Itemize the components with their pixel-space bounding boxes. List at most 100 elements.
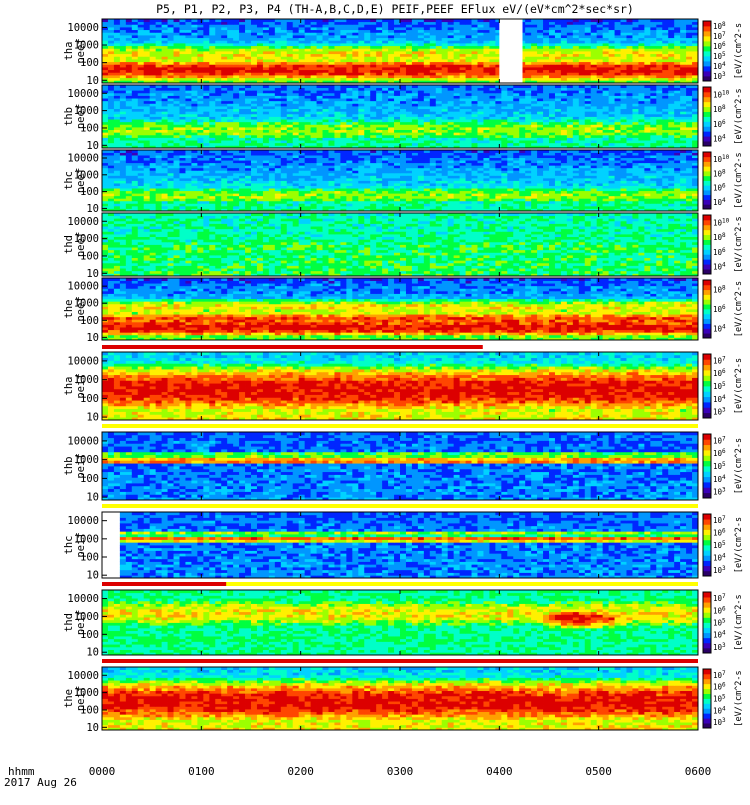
heatmap-cell (400, 51, 406, 54)
heatmap-cell (257, 40, 263, 43)
heatmap-cell (120, 38, 126, 41)
heatmap-cell (120, 48, 126, 51)
heatmap-cell (185, 46, 191, 49)
heatmap-cell (251, 75, 257, 78)
heatmap-cell (638, 54, 644, 57)
heatmap-cell (227, 35, 233, 38)
heatmap-cell (591, 38, 597, 41)
heatmap-cell (299, 51, 305, 54)
heatmap-cell (621, 62, 627, 65)
heatmap-cell (388, 75, 394, 78)
heatmap-cell (239, 38, 245, 41)
heatmap-cell (537, 75, 543, 78)
heatmap-cell (269, 70, 275, 73)
heatmap-cell (549, 75, 555, 78)
heatmap-cell (436, 56, 442, 59)
heatmap-cell (483, 54, 489, 57)
heatmap-cell (561, 48, 567, 51)
heatmap-cell (454, 67, 460, 70)
heatmap-cell (686, 46, 692, 49)
heatmap-cell (466, 54, 472, 57)
heatmap-cell (400, 67, 406, 70)
heatmap-cell (668, 48, 674, 51)
heatmap-cell (346, 43, 352, 46)
heatmap-cell (305, 54, 311, 57)
heatmap-cell (460, 72, 466, 75)
heatmap-cell (328, 38, 334, 41)
heatmap-cell (680, 46, 686, 49)
heatmap-cell (269, 64, 275, 67)
heatmap-cell (477, 75, 483, 78)
heatmap-cell (233, 64, 239, 67)
heatmap-cell (388, 40, 394, 43)
heatmap-cell (203, 35, 209, 38)
heatmap-cell (281, 56, 287, 59)
heatmap-cell (615, 72, 621, 75)
heatmap-cell (317, 70, 323, 73)
heatmap-cell (352, 67, 358, 70)
heatmap-cell (412, 40, 418, 43)
heatmap-cell (311, 43, 317, 46)
heatmap-cell (615, 40, 621, 43)
heatmap-cell (126, 75, 132, 78)
heatmap-cell (644, 40, 650, 43)
heatmap-cell (424, 35, 430, 38)
heatmap-cell (632, 78, 638, 81)
heatmap-cell (436, 62, 442, 65)
heatmap-cell (364, 54, 370, 57)
heatmap-cell (358, 35, 364, 38)
heatmap-cell (191, 70, 197, 73)
heatmap-cell (662, 54, 668, 57)
heatmap-cell (275, 72, 281, 75)
heatmap-cell (227, 75, 233, 78)
heatmap-cell (299, 46, 305, 49)
heatmap-cell (227, 72, 233, 75)
heatmap-cell (102, 38, 108, 41)
heatmap-cell (400, 72, 406, 75)
heatmap-cell (460, 78, 466, 81)
heatmap-cell (102, 56, 108, 59)
heatmap-cell (621, 75, 627, 78)
heatmap-cell (585, 72, 591, 75)
heatmap-cell (460, 48, 466, 51)
heatmap-cell (191, 67, 197, 70)
heatmap-cell (621, 48, 627, 51)
heatmap-cell (412, 46, 418, 49)
heatmap-cell (257, 70, 263, 73)
heatmap-cell (674, 38, 680, 41)
heatmap-cell (615, 59, 621, 62)
heatmap-cell (561, 38, 567, 41)
heatmap-cell (209, 64, 215, 67)
heatmap-cell (275, 70, 281, 73)
heatmap-cell (156, 32, 162, 35)
heatmap-cell (591, 62, 597, 65)
heatmap-cell (376, 59, 382, 62)
heatmap-cell (692, 40, 698, 43)
heatmap-cell (299, 72, 305, 75)
heatmap-cell (656, 75, 662, 78)
heatmap-cell (239, 56, 245, 59)
heatmap-cell (233, 67, 239, 70)
heatmap-cell (233, 38, 239, 41)
heatmap-cell (430, 38, 436, 41)
heatmap-cell (597, 62, 603, 65)
heatmap-cell (573, 46, 579, 49)
heatmap-cell (346, 56, 352, 59)
heatmap-cell (382, 67, 388, 70)
heatmap-cell (269, 72, 275, 75)
heatmap-cell (287, 48, 293, 51)
heatmap-cell (150, 54, 156, 57)
heatmap-cell (448, 51, 454, 54)
heatmap-cell (126, 38, 132, 41)
heatmap-cell (609, 43, 615, 46)
heatmap-cell (346, 54, 352, 57)
heatmap-cell (626, 59, 632, 62)
heatmap-cell (442, 35, 448, 38)
heatmap-cell (239, 64, 245, 67)
heatmap-cell (263, 59, 269, 62)
heatmap-cell (185, 56, 191, 59)
heatmap-cell (174, 38, 180, 41)
heatmap-cell (263, 70, 269, 73)
heatmap-cell (346, 59, 352, 62)
heatmap-cell (245, 46, 251, 49)
